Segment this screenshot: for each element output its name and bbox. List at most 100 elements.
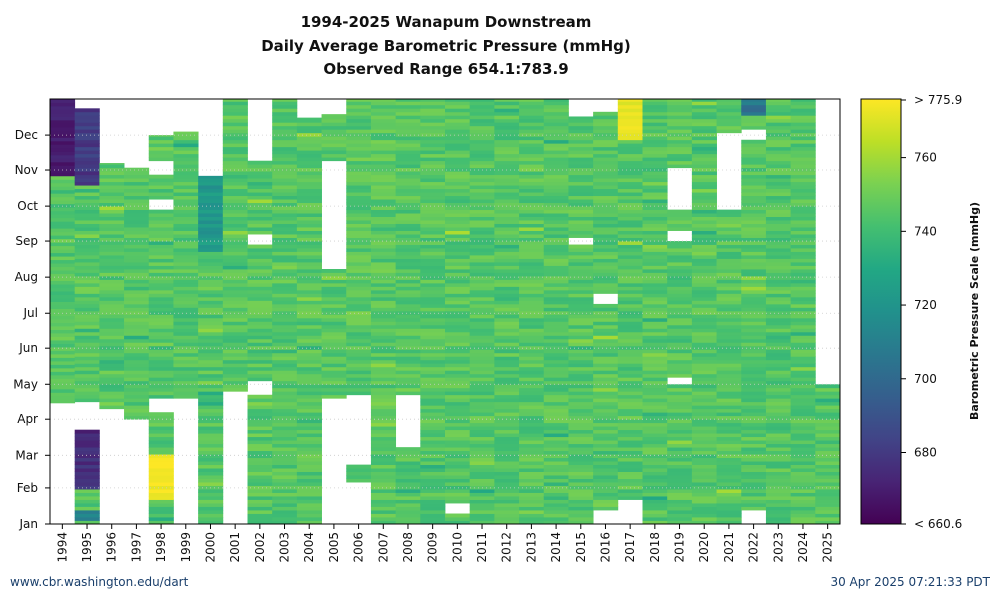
heatmap-cell xyxy=(198,405,224,410)
heatmap-cell xyxy=(173,352,199,357)
heatmap-cell xyxy=(370,377,397,382)
heatmap-cell xyxy=(593,258,619,263)
heatmap-cell xyxy=(74,433,100,438)
x-tick-label-1997: 1997 xyxy=(129,532,143,563)
heatmap-cell xyxy=(617,164,643,169)
heatmap-cell xyxy=(765,146,792,151)
heatmap-cell xyxy=(568,366,594,371)
heatmap-cell xyxy=(198,314,224,319)
heatmap-cell xyxy=(247,345,273,350)
heatmap-cell xyxy=(395,303,421,308)
heatmap-cell xyxy=(247,510,273,514)
heatmap-cell xyxy=(568,185,594,190)
heatmap-cell xyxy=(50,333,76,337)
heatmap-cell xyxy=(494,464,520,469)
heatmap-cell xyxy=(173,279,199,284)
heatmap-cell xyxy=(247,251,273,256)
heatmap-cell xyxy=(99,181,125,186)
heatmap-cell xyxy=(642,363,668,368)
footer-source-link[interactable]: www.cbr.washington.edu/dart xyxy=(10,575,189,589)
heatmap-cell xyxy=(741,324,767,329)
heatmap-cell xyxy=(50,385,76,390)
heatmap-cell xyxy=(543,160,569,165)
heatmap-cell xyxy=(74,195,100,200)
heatmap-cell xyxy=(272,275,298,280)
heatmap-cell xyxy=(99,251,125,256)
heatmap-cell xyxy=(790,202,816,207)
heatmap-cell xyxy=(296,443,322,448)
heatmap-cell xyxy=(99,321,125,326)
heatmap-cell xyxy=(642,349,668,354)
heatmap-cell xyxy=(296,331,322,336)
heatmap-cell xyxy=(494,415,520,420)
heatmap-cell xyxy=(667,510,693,514)
heatmap-cell xyxy=(420,213,446,217)
heatmap-cell xyxy=(494,269,520,273)
heatmap-cell xyxy=(494,272,520,277)
heatmap-cell xyxy=(247,377,273,382)
heatmap-cell xyxy=(494,352,520,357)
heatmap-cell xyxy=(519,517,545,521)
heatmap-cell xyxy=(741,401,767,406)
heatmap-cell xyxy=(790,237,816,242)
heatmap-cell xyxy=(346,352,372,357)
heatmap-cell xyxy=(50,231,76,236)
heatmap-cell xyxy=(593,401,619,406)
heatmap-cell xyxy=(790,429,816,434)
heatmap-cell xyxy=(346,241,372,245)
heatmap-cell xyxy=(420,499,446,504)
colorbar-label: Barometric Pressure Scale (mmHg) xyxy=(968,202,981,420)
heatmap-cell xyxy=(395,370,421,375)
heatmap-cell xyxy=(716,248,742,252)
heatmap-cell xyxy=(593,269,619,273)
heatmap-cell xyxy=(222,118,248,123)
heatmap-cell xyxy=(74,377,100,382)
heatmap-cell xyxy=(593,317,619,322)
heatmap-cell xyxy=(74,387,100,392)
heatmap-cell xyxy=(667,321,693,326)
heatmap-cell xyxy=(667,415,693,420)
heatmap-cell xyxy=(445,234,471,238)
heatmap-cell xyxy=(543,265,569,270)
heatmap-column-2016 xyxy=(593,111,619,511)
heatmap-cell xyxy=(272,335,298,340)
heatmap-cell xyxy=(519,248,545,252)
heatmap-cell xyxy=(247,352,273,357)
heatmap-cell xyxy=(173,349,199,354)
heatmap-cell xyxy=(296,237,322,242)
heatmap-cell xyxy=(321,391,347,396)
heatmap-cell xyxy=(741,489,767,493)
heatmap-cell xyxy=(321,146,347,151)
heatmap-cell xyxy=(445,223,471,228)
heatmap-cell xyxy=(519,489,545,493)
heatmap-cell xyxy=(124,275,150,280)
heatmap-cell xyxy=(593,370,619,375)
heatmap-cell xyxy=(593,440,619,445)
heatmap-cell xyxy=(790,478,816,483)
heatmap-cell xyxy=(543,206,569,211)
heatmap-cell xyxy=(642,352,668,357)
heatmap-cell xyxy=(790,171,816,176)
heatmap-cell xyxy=(321,373,347,378)
heatmap-cell xyxy=(469,363,495,368)
heatmap-cell xyxy=(790,377,816,382)
heatmap-cell xyxy=(543,220,569,224)
heatmap-cell xyxy=(198,258,224,263)
heatmap-cell xyxy=(148,314,174,319)
heatmap-cell xyxy=(593,188,619,193)
heatmap-cell xyxy=(420,384,446,389)
heatmap-cell xyxy=(420,419,446,424)
heatmap-cell xyxy=(469,234,495,238)
heatmap-cell xyxy=(543,359,569,364)
heatmap-cell xyxy=(173,230,199,235)
heatmap-cell xyxy=(568,401,594,406)
heatmap-cell xyxy=(469,269,495,273)
heatmap-cell xyxy=(691,262,717,266)
heatmap-cell xyxy=(543,338,569,343)
heatmap-cell xyxy=(790,289,816,294)
heatmap-cell xyxy=(198,377,224,382)
heatmap-cell xyxy=(469,150,495,155)
y-tick-label-may: May xyxy=(13,377,38,391)
heatmap-cell xyxy=(370,171,397,176)
heatmap-cell xyxy=(667,363,693,368)
